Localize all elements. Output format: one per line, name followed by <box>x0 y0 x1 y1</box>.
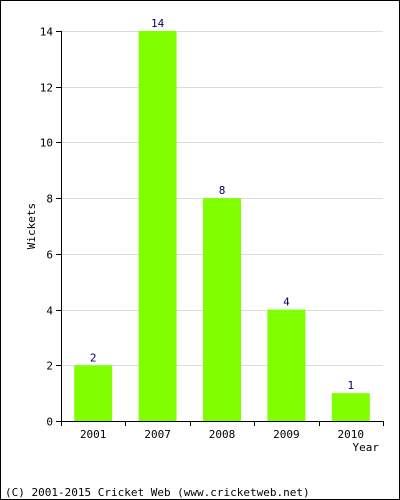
y-tick-label: 14 <box>40 26 54 39</box>
x-tick-label-2001: 2001 <box>80 428 107 441</box>
bar-2008 <box>203 198 241 421</box>
x-tick-label-2010: 2010 <box>338 428 365 441</box>
x-tick-label-2009: 2009 <box>273 428 300 441</box>
y-axis-label: Wickets <box>25 203 38 249</box>
bars: 2 14 8 4 1 <box>74 17 370 421</box>
bar-2010 <box>331 393 370 421</box>
data-label-2008: 8 <box>219 184 226 197</box>
data-label-2009: 4 <box>283 296 290 309</box>
data-label-2010: 1 <box>347 379 354 392</box>
y-tick-label: 12 <box>40 82 53 95</box>
x-tick-label-2007: 2007 <box>144 428 171 441</box>
x-axis-ticks: 2001 2007 2008 2009 2010 <box>61 421 384 441</box>
y-tick-label: 0 <box>46 416 53 429</box>
x-axis-label: Year <box>353 441 380 454</box>
y-tick-label: 8 <box>46 193 53 206</box>
bar-2009 <box>267 309 306 421</box>
axes <box>61 31 383 422</box>
x-tick-label-2008: 2008 <box>209 428 236 441</box>
y-tick-label: 6 <box>46 249 53 262</box>
data-label-2001: 2 <box>90 351 97 364</box>
y-tick-label: 2 <box>46 360 53 373</box>
copyright-footer: (C) 2001-2015 Cricket Web (www.cricketwe… <box>5 486 310 499</box>
y-tick-label: 4 <box>46 305 53 318</box>
y-axis-ticks: 0 2 4 6 8 10 12 14 <box>40 26 61 429</box>
y-tick-label: 10 <box>40 137 53 150</box>
bar-2001 <box>74 365 113 421</box>
bar-2007 <box>138 31 177 421</box>
data-label-2007: 14 <box>151 17 165 30</box>
